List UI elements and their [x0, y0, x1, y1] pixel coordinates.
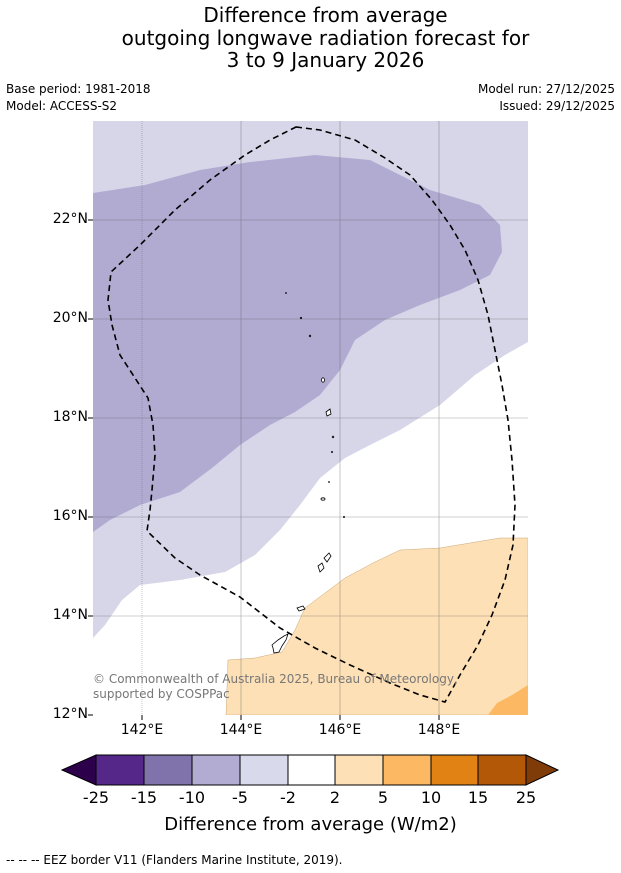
lon-label-146e: 146°E	[318, 722, 362, 738]
colorbar-tick: -2	[280, 788, 296, 807]
lat-label-18n: 18°N	[52, 409, 88, 425]
meta-left: Base period: 1981-2018 Model: ACCESS-S2	[6, 81, 151, 115]
island-guam	[271, 633, 289, 654]
colorbar-tick: -5	[232, 788, 248, 807]
lon-label-148e: 148°E	[417, 722, 461, 738]
lat-label-22n: 22°N	[52, 211, 88, 227]
title-line-3: 3 to 9 January 2026	[226, 48, 425, 72]
colorbar-tick: 25	[515, 788, 537, 807]
island-rota	[296, 605, 306, 612]
title-line-2: outgoing longwave radiation forecast for	[121, 25, 530, 50]
colorbar-tick: -15	[130, 788, 158, 807]
island-pagan	[325, 408, 332, 417]
island-tinian	[317, 562, 325, 573]
colorbar-bin-5	[287, 754, 336, 786]
copyright-notice: © Commonwealth of Australia 2025, Bureau…	[93, 672, 458, 701]
islands	[271, 292, 345, 654]
meta-right: Model run: 27/12/2025 Issued: 29/12/2025	[478, 81, 615, 115]
colorbar-bin-1	[95, 754, 145, 786]
island-saipan	[323, 552, 332, 563]
colorbar-bin-8	[430, 754, 479, 786]
lon-label-142e: 142°E	[120, 722, 164, 738]
island-sarigan	[328, 481, 330, 483]
island-asuncion	[308, 334, 312, 338]
map-title: Difference from average outgoing longwav…	[0, 4, 621, 72]
region-plus2-to-plus5	[225, 537, 528, 715]
colorbar-bin-3	[191, 754, 241, 786]
colorbar-tick: -10	[178, 788, 206, 807]
colorbar-bin-2	[143, 754, 193, 786]
colorbar-tick: 10	[420, 788, 442, 807]
colorbar-bin-6	[334, 754, 384, 786]
colorbar-bin-4	[239, 754, 289, 786]
title-line-1: Difference from average	[203, 3, 448, 27]
axis-ticks	[88, 219, 440, 720]
colorbar-bin-9	[477, 754, 527, 786]
colorbar-under-arrow	[60, 754, 97, 786]
region-plus5-to-plus10	[488, 685, 528, 715]
colorbar-bin-7	[382, 754, 432, 786]
colorbar-tick: 15	[467, 788, 489, 807]
model-run: Model run: 27/12/2025	[477, 82, 615, 96]
lat-label-12n: 12°N	[52, 706, 88, 722]
island-anatahan	[320, 497, 326, 501]
island-small-east	[342, 516, 345, 519]
base-period: Base period: 1981-2018	[6, 82, 151, 96]
model-name: Model: ACCESS-S2	[6, 99, 118, 113]
island-alamagan	[331, 435, 335, 439]
gridlines	[93, 121, 528, 715]
colorbar	[60, 754, 560, 786]
island-maug	[299, 316, 303, 320]
island-guguan	[330, 450, 333, 453]
island-agrihan	[321, 377, 325, 383]
issued-date: Issued: 29/12/2025	[499, 99, 615, 113]
colorbar-tick: -25	[82, 788, 110, 807]
colorbar-over-arrow	[525, 754, 560, 786]
lat-label-16n: 16°N	[52, 508, 88, 524]
colorbar-tick: 5	[377, 788, 389, 807]
region-minus10-to-minus5	[93, 155, 502, 532]
eez-border	[107, 126, 516, 703]
colorbar-label: Difference from average (W/m2)	[164, 814, 457, 835]
lon-label-144e: 144°E	[219, 722, 263, 738]
eez-footnote: -- -- -- EEZ border V11 (Flanders Marine…	[6, 853, 343, 867]
lat-label-20n: 20°N	[52, 310, 88, 326]
lat-label-14n: 14°N	[52, 607, 88, 623]
island-farallon	[285, 292, 287, 294]
colorbar-tick: 2	[329, 788, 341, 807]
